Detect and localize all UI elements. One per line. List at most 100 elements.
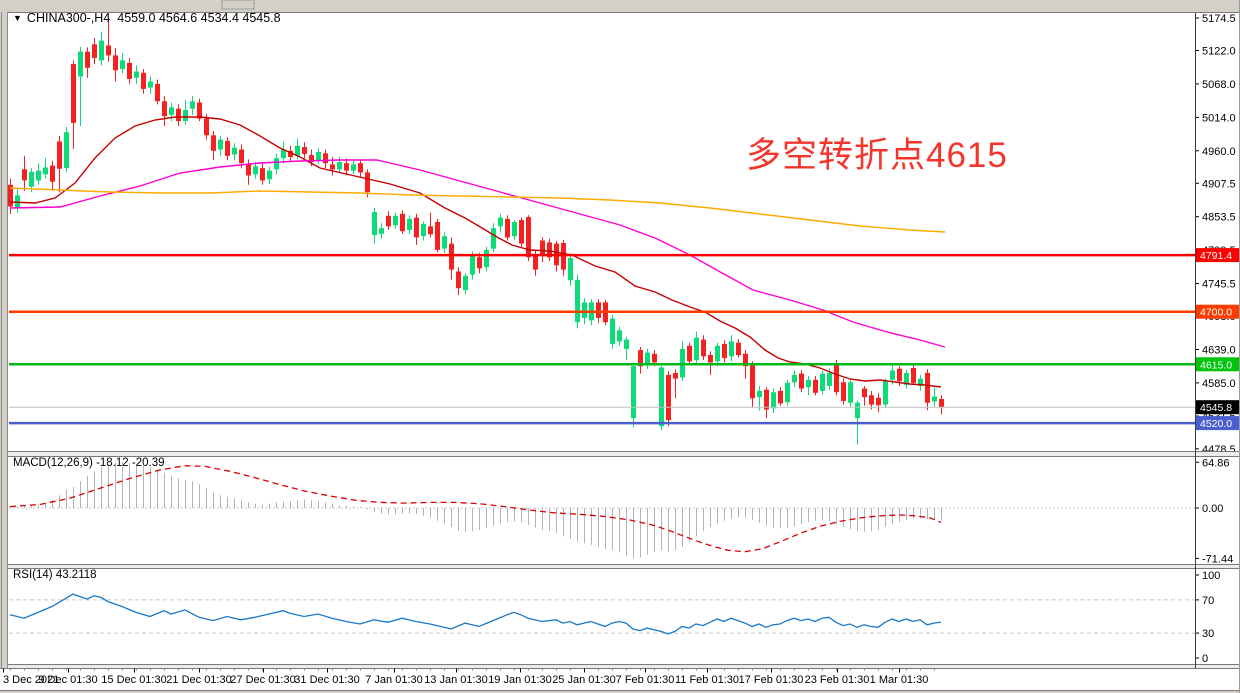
candle-up (190, 101, 195, 109)
candle-down (204, 118, 209, 136)
pane-separator[interactable] (0, 664, 1240, 669)
candle-up (120, 60, 125, 70)
time-axis-label: 7 Feb 01:30 (616, 674, 675, 686)
candle-up (757, 390, 762, 398)
candle-down (869, 395, 874, 405)
candle-down (106, 45, 111, 56)
candle-up (785, 382, 790, 403)
macd-pane[interactable] (9, 456, 1195, 564)
candle-up (820, 373, 825, 391)
price-axis-label: 4960.0 (1202, 146, 1236, 158)
svg-text:4520.0: 4520.0 (1200, 418, 1232, 430)
candle-up (715, 345, 720, 362)
candle-up (575, 280, 580, 323)
price-tag-4520.0: 4520.0 (1196, 416, 1240, 430)
candle-down (71, 64, 76, 123)
candle-up (918, 378, 923, 386)
time-axis-label: 7 Jan 01:30 (365, 674, 423, 686)
rsi-line (9, 593, 942, 635)
candle-up (484, 249, 489, 268)
candle-up (267, 170, 272, 180)
candle-down (841, 382, 846, 401)
svg-text:4791.4: 4791.4 (1200, 250, 1232, 262)
price-tag-4791.4: 4791.4 (1196, 248, 1240, 262)
price-axis-label: 4853.5 (1202, 212, 1236, 224)
candle-down (477, 257, 482, 269)
window-tab-notch[interactable] (221, 0, 255, 10)
candle-up (904, 373, 909, 385)
candle-up (281, 149, 286, 159)
candle-down (687, 345, 692, 362)
time-axis-label: 19 Jan 01:30 (488, 674, 552, 686)
candle-down (141, 72, 146, 89)
window-left-strip (0, 12, 8, 668)
time-axis-label: 17 Feb 01:30 (739, 674, 804, 686)
candle-up (827, 373, 832, 386)
candle-down (862, 388, 867, 398)
price-axis-label: 5122.0 (1202, 45, 1236, 57)
candle-down (540, 240, 545, 256)
svg-text:4545.8: 4545.8 (1200, 402, 1232, 414)
candle-up (421, 223, 426, 237)
candle-down (533, 256, 538, 270)
candle-up (463, 275, 468, 290)
ma-slow-orange (9, 187, 946, 233)
candle-down (652, 353, 657, 363)
time-axis-label: 1 Mar 01:30 (870, 674, 929, 686)
time-axis-label: 13 Jan 01:30 (424, 674, 488, 686)
candle-down (155, 83, 160, 102)
candle-up (645, 352, 650, 365)
candle-down (708, 355, 713, 363)
candle-down (365, 172, 370, 193)
candle-down (92, 44, 97, 58)
candle-up (582, 302, 587, 318)
pane-separator[interactable] (0, 564, 1240, 569)
candle-up (659, 367, 664, 427)
chart-dropdown-icon[interactable]: ▼ (13, 13, 22, 23)
candle-up (694, 337, 699, 360)
candle-down (799, 373, 804, 389)
price-axis-label: 4907.5 (1202, 178, 1236, 190)
price-tag-4615.0: 4615.0 (1196, 357, 1240, 371)
candle-down (113, 55, 118, 71)
candle-up (498, 217, 503, 227)
macd-axis-label: 0.00 (1202, 503, 1223, 515)
time-axis-label: 23 Feb 01:30 (805, 674, 870, 686)
rsi-axis-label: 30 (1202, 628, 1214, 640)
candle-down (323, 153, 328, 164)
svg-text:4615.0: 4615.0 (1200, 359, 1232, 371)
candle-up (568, 257, 573, 281)
candle-down (50, 165, 55, 182)
candle-up (792, 374, 797, 383)
time-axis-label: 9 Dec 01:30 (38, 674, 97, 686)
price-axis-label: 4745.5 (1202, 279, 1236, 291)
price-tag-4700.0: 4700.0 (1196, 304, 1240, 319)
candle-down (127, 62, 132, 79)
candle-down (309, 155, 314, 162)
pane-separator[interactable] (0, 451, 1240, 457)
rsi-pane[interactable] (9, 568, 1195, 664)
price-axis-label: 4585.0 (1202, 378, 1236, 390)
candle-up (169, 107, 174, 115)
candle-down (505, 218, 510, 238)
candle-up (29, 171, 34, 187)
candle-up (617, 330, 622, 342)
candle-up (855, 402, 860, 419)
candle-up (295, 145, 300, 156)
candle-down (176, 108, 181, 122)
price-axis-label: 5174.5 (1202, 13, 1236, 25)
candle-up (470, 256, 475, 275)
time-axis-label: 3 Dec 2021 (3, 674, 59, 686)
candle-down (519, 220, 524, 244)
candle-up (183, 109, 188, 121)
candle-down (638, 350, 643, 367)
rsi-axis-label: 0 (1202, 653, 1208, 665)
rsi-axis-label: 100 (1202, 570, 1220, 582)
price-pane[interactable] (9, 14, 1195, 451)
candle-up (218, 139, 223, 150)
macd-signal-line (9, 465, 942, 553)
macd-indicator: 64.86 0.00 -71.44 (9, 457, 1233, 565)
candle-up (442, 236, 447, 249)
